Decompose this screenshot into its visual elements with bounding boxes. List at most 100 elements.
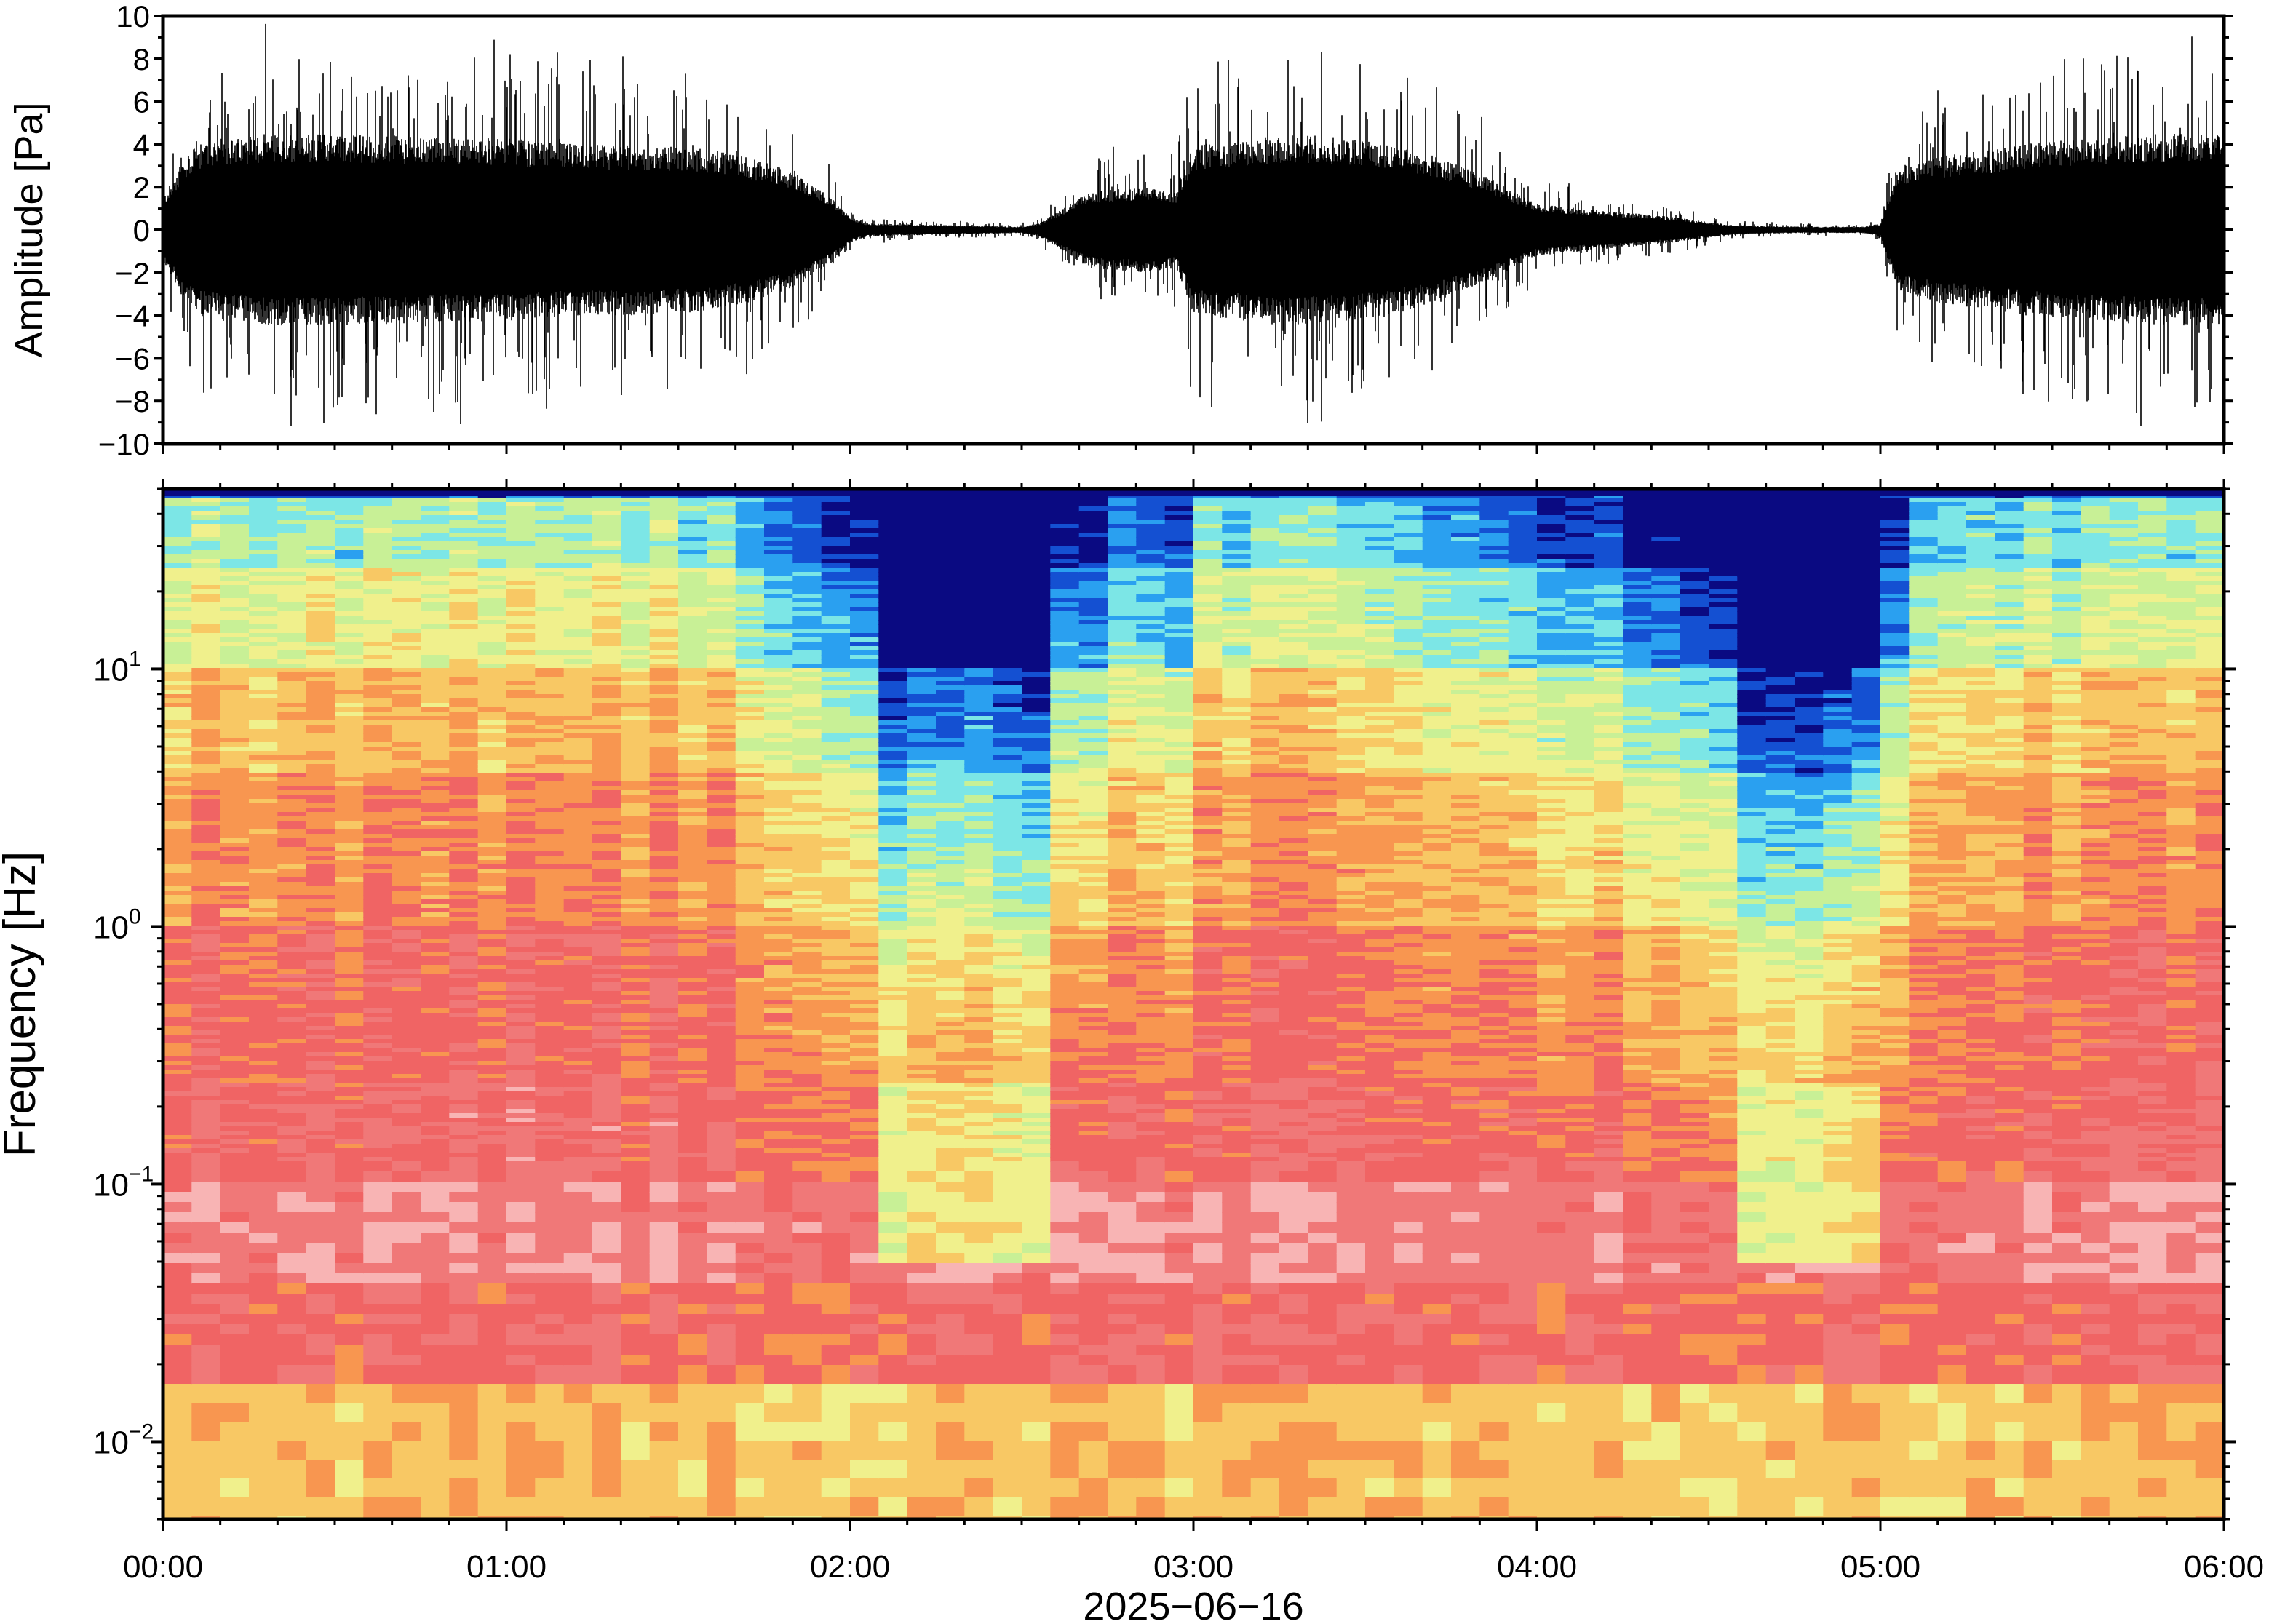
spectrogram-cell	[277, 1497, 307, 1517]
spectrogram-cell	[621, 568, 651, 573]
spectrogram-cell	[163, 891, 193, 896]
spectrogram-cell	[678, 685, 708, 690]
spectrogram-cell	[477, 1243, 507, 1254]
spectrogram-cell	[678, 816, 708, 821]
spectrogram-cell	[506, 1000, 536, 1005]
spectrogram-cell	[792, 974, 822, 979]
spectrogram-cell	[449, 1202, 479, 1213]
spectrogram-cell	[707, 1000, 736, 1005]
spectrogram-cell	[363, 991, 393, 996]
spectrogram-cell	[764, 738, 794, 743]
spectrogram-cell	[506, 978, 536, 983]
spectrogram-cell	[477, 891, 507, 896]
spectrogram-cell	[421, 629, 450, 634]
spectrogram-cell	[191, 1148, 221, 1153]
spectrogram-cell	[392, 1294, 421, 1305]
spectrogram-cell	[821, 904, 851, 909]
spectrogram-cell	[592, 816, 622, 821]
spectrogram-cell	[306, 607, 335, 612]
spectrogram-cell	[878, 668, 908, 673]
spectrogram-cell	[850, 1039, 880, 1044]
spectrogram-cell	[306, 1384, 335, 1404]
spectrogram-cell	[707, 926, 736, 931]
spectrogram-cell	[821, 1039, 851, 1044]
spectrogram-cell	[163, 594, 193, 599]
spectrogram-cell	[649, 1478, 679, 1498]
spectrogram-cell	[506, 760, 536, 765]
spectrogram-cell	[850, 974, 880, 979]
spectrogram-cell	[735, 834, 765, 839]
spectrogram-cell	[792, 1441, 822, 1460]
spectrogram-cell	[249, 1403, 279, 1422]
spectrogram-cell	[449, 747, 479, 752]
spectrogram-cell	[878, 1126, 908, 1131]
spectrogram-cell	[678, 1013, 708, 1018]
spectrogram-cell	[191, 738, 221, 743]
spectrogram-cell	[220, 1384, 250, 1404]
spectrogram-cell	[249, 1441, 279, 1460]
spectrogram-cell	[907, 668, 937, 673]
spectrogram-cell	[764, 668, 794, 673]
spectrogram-cell	[535, 960, 565, 966]
spectrogram-cell	[506, 873, 536, 878]
spectrogram-cell	[707, 616, 736, 621]
spectrogram-cell	[163, 877, 193, 883]
spectrogram-cell	[535, 568, 565, 573]
spectrogram-cell	[621, 563, 651, 568]
spectrogram-cell	[649, 1043, 679, 1048]
spectrogram-cell	[821, 847, 851, 852]
spectrogram-cell	[191, 620, 221, 625]
spectrogram-cell	[277, 1263, 307, 1274]
spectrogram-cell	[792, 1222, 822, 1233]
spectrogram-cell	[821, 960, 851, 966]
spectrogram-cell	[850, 895, 880, 900]
spectrogram-cell	[792, 546, 822, 551]
spectrogram-cell	[707, 1074, 736, 1079]
spectrogram-cell	[363, 882, 393, 887]
spectrogram-cell	[163, 1283, 193, 1294]
spectrogram-cell	[850, 607, 880, 612]
spectrogram-cell	[220, 1294, 250, 1305]
spectrogram-cell	[563, 1104, 593, 1110]
spectrogram-cell	[449, 760, 479, 765]
spectrogram-cell	[506, 559, 536, 564]
spectrogram-cell	[563, 554, 593, 560]
spectrogram-cell	[363, 1422, 393, 1441]
spectrogram-cell	[220, 1304, 250, 1315]
spectrogram-cell	[220, 917, 250, 922]
spectrogram-cell	[621, 1035, 651, 1040]
spectrogram-cell	[249, 524, 279, 529]
spectrogram-cell	[850, 594, 880, 599]
spectrogram-cell	[477, 707, 507, 712]
spectrogram-cell	[850, 969, 880, 974]
spectrogram-cell	[678, 921, 708, 926]
spectrogram-cell	[535, 974, 565, 979]
spectrogram-cell	[163, 904, 193, 909]
spectrogram-cell	[535, 947, 565, 952]
spectrogram-cell	[191, 974, 221, 979]
spectrogram-cell	[764, 537, 794, 542]
spectrogram-cell	[649, 716, 679, 721]
spectrogram-cell	[191, 559, 221, 564]
spectrogram-cell	[392, 677, 421, 682]
spectrogram-cell	[421, 524, 450, 529]
spectrogram-cell	[392, 895, 421, 900]
spectrogram-cell	[477, 712, 507, 717]
spectrogram-cell	[449, 559, 479, 564]
spectrogram-cell	[535, 1004, 565, 1009]
spectrogram-cell	[163, 1202, 193, 1213]
spectrogram-cell	[249, 1324, 279, 1335]
spectrogram-cell	[163, 533, 193, 538]
spectrogram-cell	[563, 825, 593, 830]
spectrogram-cell	[220, 602, 250, 608]
spectrogram-cell	[850, 1182, 880, 1193]
spectrogram-cell	[421, 747, 450, 752]
spectrogram-cell	[907, 698, 937, 704]
spectrogram-cell	[477, 956, 507, 961]
spectrogram-cell	[764, 589, 794, 594]
spectrogram-cell	[477, 1212, 507, 1223]
spectrogram-cell	[792, 1384, 822, 1404]
spectrogram-cell	[335, 843, 365, 848]
spectrogram-cell	[191, 882, 221, 887]
spectrogram-cell	[392, 624, 421, 629]
